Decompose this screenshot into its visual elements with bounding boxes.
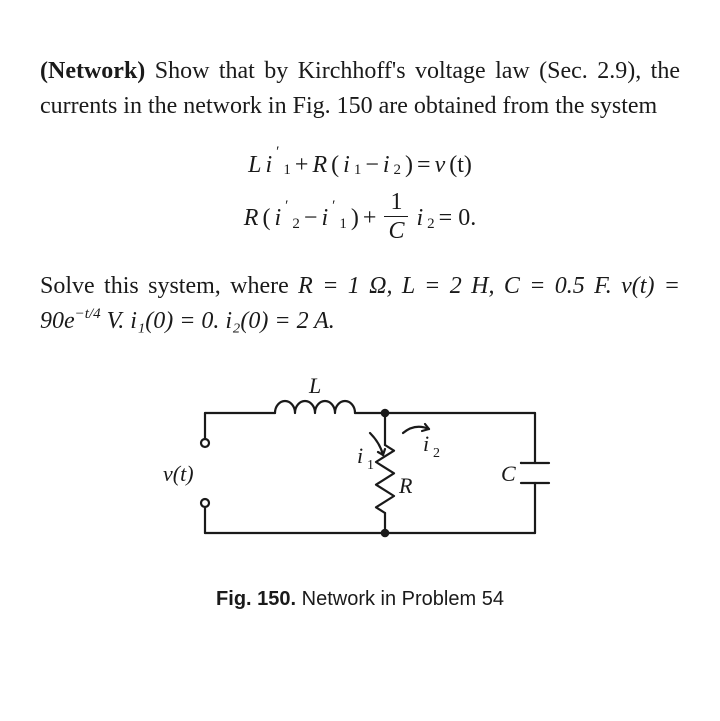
eq1-R: R <box>312 148 327 183</box>
equation-block: Li′1 + R(i1 − i2) = v(t) R(i′2 − i′1) + … <box>40 148 680 246</box>
eq1-t: (t) <box>449 148 472 183</box>
svg-text:C: C <box>501 461 516 486</box>
circuit-svg: v(t)Li1Ri2C <box>145 363 575 563</box>
equation-2: R(i′2 − i′1) + 1 C i2 = 0. <box>244 192 476 245</box>
eq2-pr2: ′ <box>285 196 288 218</box>
eq2-frac: 1 C <box>384 190 408 243</box>
eq2-i2p: i <box>274 201 281 236</box>
eq1-lp: ( <box>331 148 339 183</box>
eq2-sub2: 2 <box>427 214 435 236</box>
eq2-rp: ) <box>351 201 359 236</box>
eq2-s1: 1 <box>339 214 347 236</box>
eq1-prime: ′ <box>276 142 279 164</box>
eq2-plus: + <box>363 201 377 236</box>
eq1-sub1: 1 <box>354 160 362 182</box>
figure-number: Fig. 150. <box>216 588 296 610</box>
eq2-lp: ( <box>262 201 270 236</box>
eq1-i1: i <box>343 148 350 183</box>
p2-tail: V. i₁(0) = 0. i₂(0) = 2 A. <box>101 308 335 334</box>
problem-statement-1: (Network) Show that by Kirchhoff's volta… <box>40 54 680 124</box>
eq1-L: L <box>248 148 261 183</box>
equation-1: Li′1 + R(i1 − i2) = v(t) <box>248 148 472 183</box>
eq1-rp: ) <box>405 148 413 183</box>
eq2-eq: = 0. <box>439 201 477 236</box>
p2-lead: Solve this system, where <box>40 273 298 299</box>
eq1-i: i <box>265 148 272 183</box>
eq2-pr1: ′ <box>332 196 335 218</box>
svg-text:i: i <box>423 431 429 456</box>
circuit-diagram: v(t)Li1Ri2C <box>40 363 680 563</box>
eq2-i2: i <box>416 201 423 236</box>
problem-tag: (Network) <box>40 58 145 84</box>
svg-text:1: 1 <box>367 458 374 473</box>
p2-exp: −t/4 <box>75 306 101 322</box>
svg-text:i: i <box>357 443 363 468</box>
eq2-minus: − <box>304 201 318 236</box>
figure-caption-text: Network in Problem 54 <box>296 588 504 610</box>
svg-text:L: L <box>308 373 321 398</box>
eq2-den: C <box>384 216 408 243</box>
svg-text:R: R <box>398 473 413 498</box>
eq1-plus: + <box>295 148 309 183</box>
eq2-num: 1 <box>386 190 406 216</box>
eq1-minus: − <box>365 148 379 183</box>
eq2-i1p: i <box>321 201 328 236</box>
eq1-i2: i <box>383 148 390 183</box>
eq1-v: v <box>435 148 446 183</box>
eq2-s2: 2 <box>292 214 300 236</box>
eq2-R: R <box>244 201 259 236</box>
eq1-sub2: 2 <box>394 160 402 182</box>
figure-caption: Fig. 150. Network in Problem 54 <box>40 585 680 614</box>
eq1-eq: = <box>417 148 431 183</box>
svg-text:v(t): v(t) <box>163 461 194 486</box>
problem-statement-2: Solve this system, where R = 1 Ω, L = 2 … <box>40 269 680 339</box>
eq1-sub1a: 1 <box>283 160 291 182</box>
p2-vals: R = 1 Ω, L = 2 H, C = 0.5 F. <box>298 273 621 299</box>
svg-text:2: 2 <box>433 446 440 461</box>
